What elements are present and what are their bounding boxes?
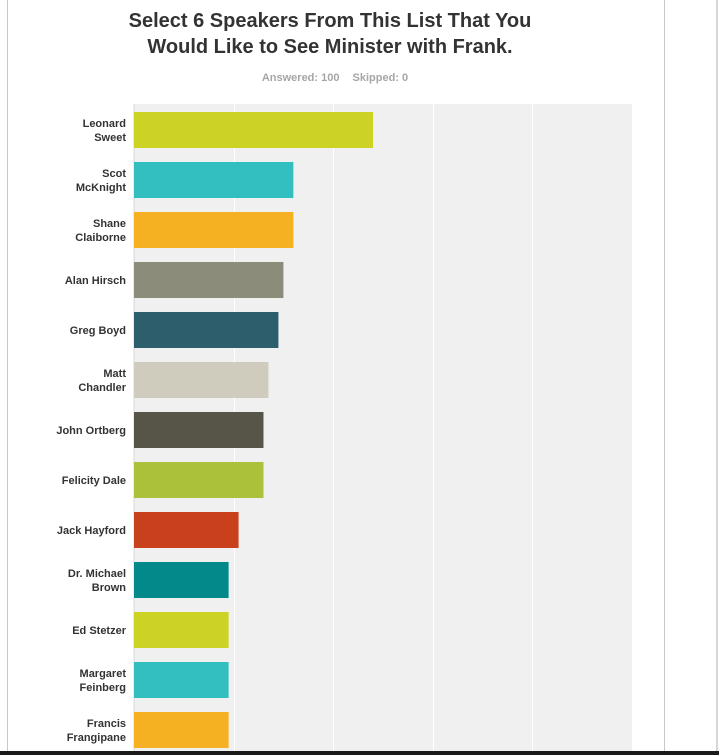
category-label: Leonard Sweet: [83, 118, 127, 144]
bar: [134, 212, 294, 248]
category-label: John Ortberg: [56, 425, 126, 437]
bar: [134, 662, 229, 698]
bar: [134, 262, 284, 298]
category-label: Scot McKnight: [76, 168, 126, 194]
bar: [134, 112, 374, 148]
far-right-border: [716, 0, 718, 755]
bar: [134, 612, 229, 648]
category-label: Margaret Feinberg: [80, 668, 127, 694]
category-label: Greg Boyd: [70, 325, 126, 337]
category-label: Shane Claiborne: [75, 218, 126, 244]
category-label: Jack Hayford: [57, 525, 126, 537]
category-label: Felicity Dale: [62, 475, 126, 487]
bar: [134, 562, 229, 598]
chart-title-line-1: Select 6 Speakers From This List That Yo…: [128, 10, 532, 32]
category-label: Dr. Michael Brown: [68, 568, 126, 594]
bar: [134, 362, 269, 398]
chart-title-line-2: Would Like to See Minister with Frank.: [147, 36, 513, 58]
bar: [134, 312, 279, 348]
category-label: Ed Stetzer: [72, 625, 127, 637]
category-label: Matt Chandler: [78, 368, 126, 394]
bottom-border: [0, 751, 719, 755]
response-stats: Answered: 100 Skipped: 0: [60, 72, 610, 84]
bar: [134, 412, 264, 448]
bar: [134, 462, 264, 498]
category-label: Francis Frangipane: [67, 718, 126, 744]
bar: [134, 712, 229, 748]
chart-title: Select 6 Speakers From This List That Yo…: [60, 8, 600, 60]
category-label: Alan Hirsch: [65, 275, 126, 287]
left-border: [7, 0, 8, 755]
answered-count: Answered: 100: [261, 72, 340, 84]
bar: [134, 512, 239, 548]
right-border: [664, 0, 665, 755]
skipped-count: Skipped: 0: [352, 72, 409, 84]
bar: [134, 162, 294, 198]
